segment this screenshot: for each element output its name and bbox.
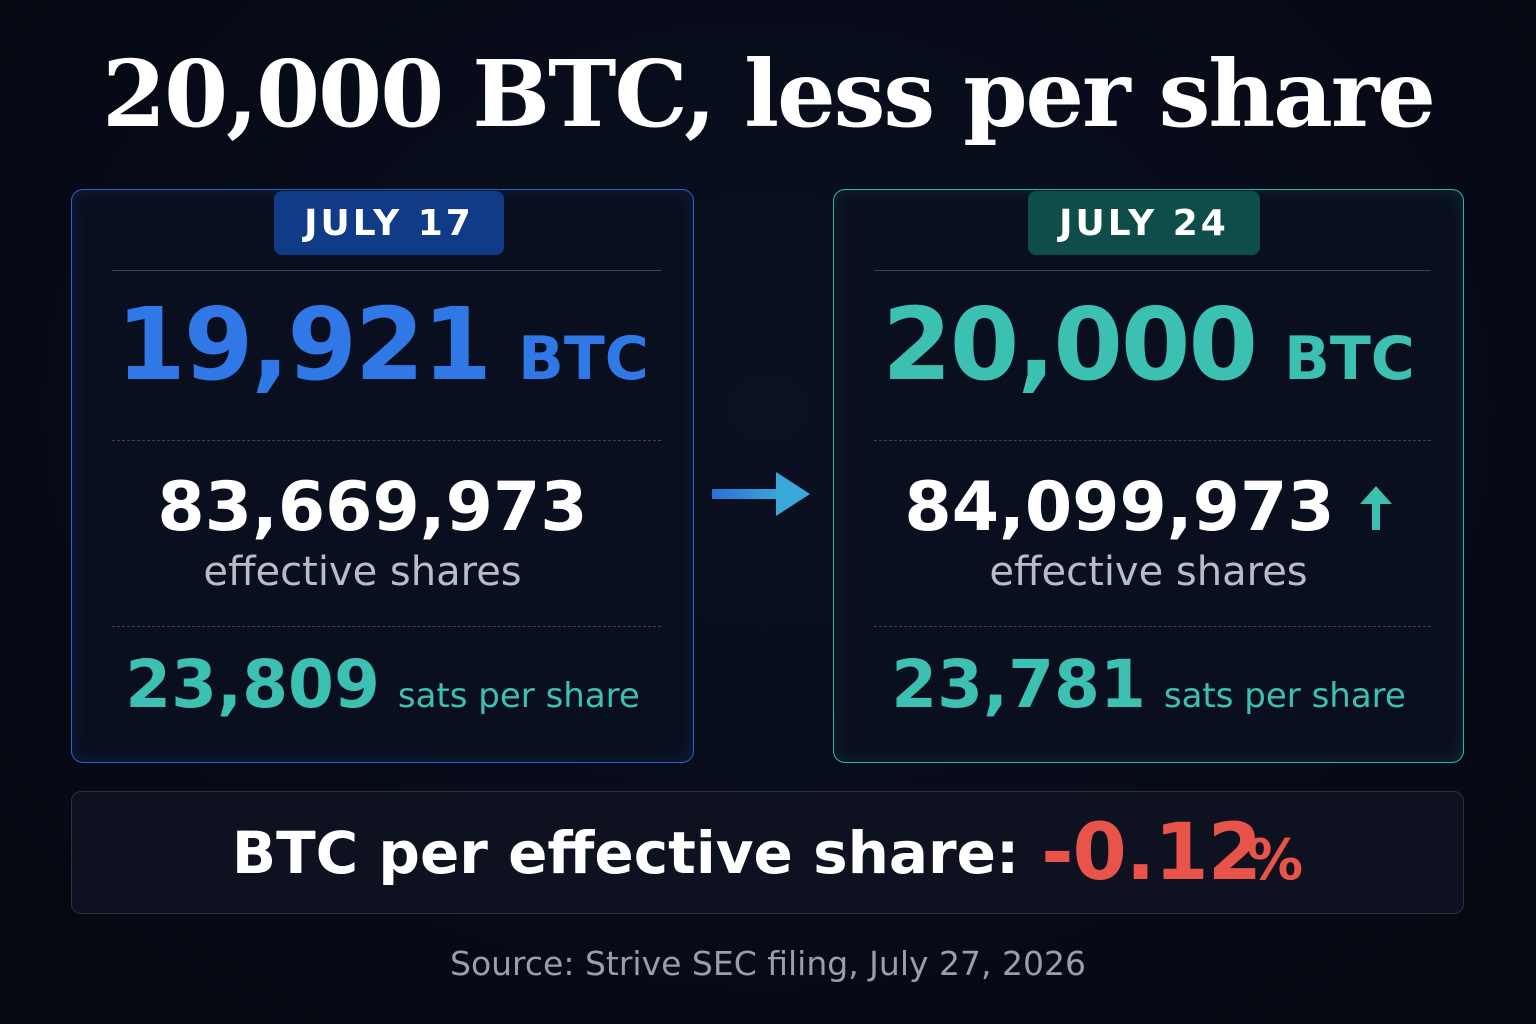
- shares-value: 83,669,973: [157, 468, 588, 547]
- page-title: 20,000 BTC, less per share: [102, 40, 1436, 148]
- btc-value: 19,921: [116, 286, 492, 403]
- arrow-right-icon: [712, 472, 810, 516]
- btc-value: 20,000: [882, 286, 1258, 403]
- shares-value: 84,099,973: [904, 468, 1335, 547]
- summary-label: BTC per effective share:: [231, 818, 1020, 887]
- divider: [112, 270, 661, 271]
- shares-label: effective shares: [203, 549, 522, 595]
- arrow-up-icon: [1359, 486, 1392, 530]
- btc-unit: BTC: [518, 324, 649, 394]
- card-july-24: JULY 24 20,000 BTC 84,099,973 effective …: [833, 189, 1464, 763]
- card-july-17: JULY 17 19,921 BTC 83,669,973 effective …: [71, 189, 694, 763]
- shares-row: 83,669,973: [72, 473, 693, 543]
- divider: [874, 626, 1431, 627]
- divider: [874, 440, 1431, 441]
- source-note: Source: Strive SEC filing, July 27, 2026: [450, 944, 1086, 983]
- sats-value: 23,809: [125, 646, 380, 723]
- btc-holdings: 20,000 BTC: [834, 295, 1463, 405]
- shares-row: 84,099,973: [834, 473, 1463, 543]
- sats-row: 23,809 sats per share: [72, 652, 693, 732]
- summary-change: -0.12 %: [1041, 814, 1303, 892]
- sats-label: sats per share: [397, 676, 640, 716]
- summary-box: BTC per effective share: -0.12 %: [71, 791, 1464, 914]
- summary-unit: %: [1246, 827, 1304, 893]
- sats-value: 23,781: [891, 646, 1146, 723]
- btc-holdings: 19,921 BTC: [72, 295, 693, 405]
- divider: [112, 440, 661, 441]
- shares-label: effective shares: [989, 549, 1308, 595]
- divider: [112, 626, 661, 627]
- summary-value: -0.12: [1041, 807, 1262, 898]
- divider: [874, 270, 1431, 271]
- btc-unit: BTC: [1284, 324, 1415, 394]
- date-badge: JULY 17: [274, 191, 504, 255]
- sats-label: sats per share: [1163, 676, 1406, 716]
- sats-row: 23,781 sats per share: [834, 652, 1463, 732]
- date-badge: JULY 24: [1028, 191, 1260, 255]
